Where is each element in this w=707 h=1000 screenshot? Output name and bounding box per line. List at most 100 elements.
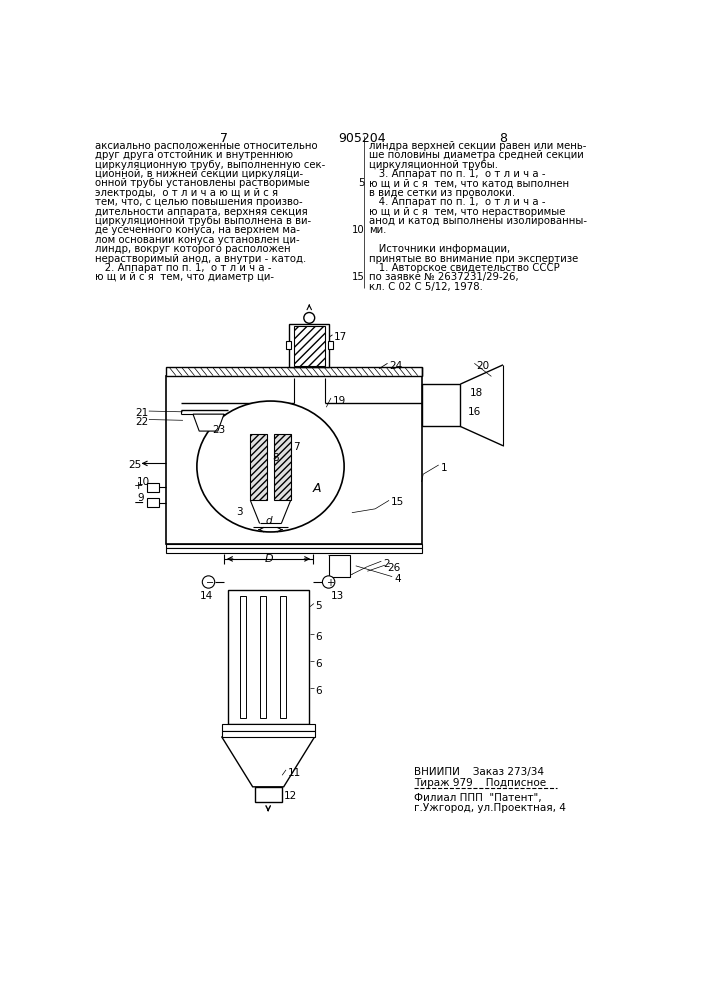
Ellipse shape [202, 576, 215, 588]
Bar [166, 544, 421, 548]
Text: 14: 14 [199, 591, 213, 601]
Text: A: A [313, 482, 322, 495]
Bar [240, 596, 246, 718]
Text: 9: 9 [137, 493, 144, 503]
Text: аксиально расположенные относительно: аксиально расположенные относительно [95, 141, 317, 151]
Text: 15: 15 [351, 272, 364, 282]
Text: 6: 6 [315, 632, 322, 642]
Text: циркуляционной трубы.: циркуляционной трубы. [369, 160, 498, 170]
Bar [289, 324, 329, 367]
Text: де усеченного конуса, на верхнем ма-: де усеченного конуса, на верхнем ма- [95, 225, 300, 235]
Text: лом основании конуса установлен ци-: лом основании конуса установлен ци- [95, 235, 299, 245]
Bar [255, 787, 282, 802]
Text: друг друга отстойник и внутреннюю: друг друга отстойник и внутреннюю [95, 150, 293, 160]
Text: 6: 6 [315, 659, 322, 669]
Text: 19: 19 [332, 396, 346, 406]
Text: 2. Аппарат по п. 1,  о т л и ч а -: 2. Аппарат по п. 1, о т л и ч а - [95, 263, 271, 273]
Text: Филиал ППП  "Патент",: Филиал ППП "Патент", [414, 793, 542, 803]
Bar [259, 596, 266, 718]
Text: ю щ и й с я  тем, что нерастворимые: ю щ и й с я тем, что нерастворимые [369, 207, 566, 217]
Text: г.Ужгород, ул.Проектная, 4: г.Ужгород, ул.Проектная, 4 [414, 803, 566, 813]
Text: ВНИИПИ    Заказ 273/34: ВНИИПИ Заказ 273/34 [414, 767, 544, 777]
Text: электроды,  о т л и ч а ю щ и й с я: электроды, о т л и ч а ю щ и й с я [95, 188, 278, 198]
Text: 3: 3 [236, 507, 243, 517]
Bar [146, 483, 159, 492]
Text: 2: 2 [383, 559, 390, 569]
Text: 1: 1 [441, 463, 448, 473]
Polygon shape [193, 414, 224, 431]
Bar [222, 731, 315, 737]
Text: ше половины диаметра средней секции: ше половины диаметра средней секции [369, 150, 584, 160]
Text: онной трубы установлены растворимые: онной трубы установлены растворимые [95, 178, 310, 188]
Text: ю щ и й с я  тем, что катод выполнен: ю щ и й с я тем, что катод выполнен [369, 178, 569, 188]
Text: 7: 7 [293, 442, 300, 452]
Ellipse shape [197, 401, 344, 532]
Polygon shape [329, 555, 351, 577]
Text: 8: 8 [272, 453, 279, 463]
Text: 16: 16 [468, 407, 481, 417]
Text: 12: 12 [284, 791, 297, 801]
Text: 26: 26 [387, 563, 400, 573]
Ellipse shape [322, 576, 335, 588]
Text: 10: 10 [136, 477, 150, 487]
Text: 10: 10 [351, 225, 364, 235]
Text: в виде сетки из проволоки.: в виде сетки из проволоки. [369, 188, 515, 198]
Text: 8: 8 [499, 132, 507, 145]
Text: анод и катод выполнены изолированны-: анод и катод выполнены изолированны- [369, 216, 587, 226]
Text: 6: 6 [315, 686, 322, 696]
Bar [293, 326, 325, 366]
Text: 13: 13 [331, 591, 344, 601]
Text: +: + [327, 578, 334, 588]
Text: 23: 23 [212, 425, 226, 435]
Text: −: − [206, 578, 214, 588]
Text: по заявке № 2637231/29-26,: по заявке № 2637231/29-26, [369, 272, 518, 282]
Text: 15: 15 [391, 497, 404, 507]
Text: ю щ и й с я  тем, что диаметр ци-: ю щ и й с я тем, что диаметр ци- [95, 272, 274, 282]
Text: 5: 5 [315, 601, 322, 611]
Bar [421, 384, 460, 426]
Bar [328, 341, 332, 349]
Bar [274, 434, 291, 500]
Bar [166, 376, 421, 544]
Polygon shape [222, 737, 315, 787]
Ellipse shape [304, 312, 315, 323]
Text: 24: 24 [389, 361, 402, 371]
Bar [166, 367, 421, 376]
Text: 21: 21 [135, 408, 148, 418]
Text: 25: 25 [129, 460, 142, 470]
Text: принятые во внимание при экспертизе: принятые во внимание при экспертизе [369, 254, 578, 264]
Text: линдра верхней секции равен или мень-: линдра верхней секции равен или мень- [369, 141, 586, 151]
Bar [280, 596, 286, 718]
Text: 4. Аппарат по п. 1,  о т л и ч а -: 4. Аппарат по п. 1, о т л и ч а - [369, 197, 545, 207]
Text: 4: 4 [395, 574, 401, 584]
Text: нерастворимый анод, а внутри - катод.: нерастворимый анод, а внутри - катод. [95, 254, 306, 264]
Text: −: − [134, 497, 144, 510]
Text: кл. С 02 С 5/12, 1978.: кл. С 02 С 5/12, 1978. [369, 282, 483, 292]
Text: 3. Аппарат по п. 1,  о т л и ч а -: 3. Аппарат по п. 1, о т л и ч а - [369, 169, 545, 179]
Text: ционной, в нижней секции циркуляци-: ционной, в нижней секции циркуляци- [95, 169, 303, 179]
Text: Тираж 979    Подписное: Тираж 979 Подписное [414, 778, 546, 788]
Text: 17: 17 [334, 332, 347, 342]
Text: 905204: 905204 [338, 132, 386, 145]
Text: дительности аппарата, верхняя секция: дительности аппарата, верхняя секция [95, 207, 308, 217]
Text: 11: 11 [288, 768, 300, 778]
Text: циркуляционную трубу, выполненную сек-: циркуляционную трубу, выполненную сек- [95, 160, 325, 170]
Bar [286, 341, 291, 349]
Text: D: D [264, 554, 273, 564]
Text: 1. Авторское свидетельство СССР: 1. Авторское свидетельство СССР [369, 263, 560, 273]
Text: 20: 20 [476, 361, 489, 371]
Bar [250, 434, 267, 500]
Bar [166, 548, 421, 553]
Text: ми.: ми. [369, 225, 386, 235]
Text: линдр, вокруг которого расположен: линдр, вокруг которого расположен [95, 244, 290, 254]
Text: циркуляционной трубы выполнена в ви-: циркуляционной трубы выполнена в ви- [95, 216, 310, 226]
Bar [146, 498, 159, 507]
Text: +: + [134, 481, 143, 491]
Text: 5: 5 [358, 178, 364, 188]
Text: 18: 18 [469, 388, 483, 398]
Bar [228, 590, 309, 724]
Text: 22: 22 [135, 417, 148, 427]
Bar [222, 724, 315, 731]
Text: 7: 7 [220, 132, 228, 145]
Text: d: d [266, 516, 272, 526]
